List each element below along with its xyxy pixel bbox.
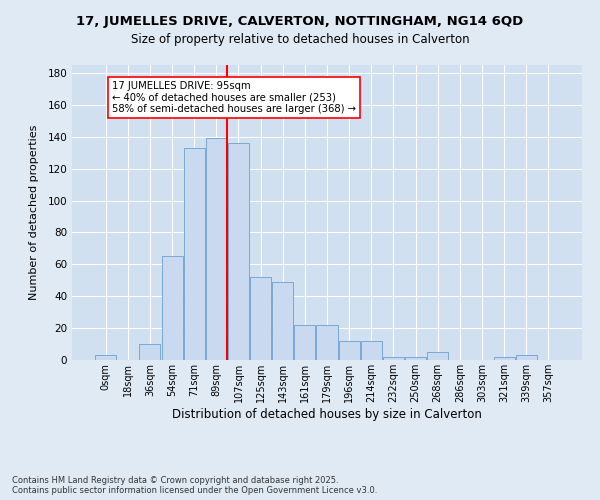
Bar: [161, 256, 182, 360]
Bar: [184, 148, 205, 360]
Bar: [427, 352, 448, 360]
Bar: [139, 344, 160, 360]
Text: Size of property relative to detached houses in Calverton: Size of property relative to detached ho…: [131, 32, 469, 46]
Bar: [250, 277, 271, 360]
Bar: [494, 357, 515, 360]
Bar: [272, 282, 293, 360]
Y-axis label: Number of detached properties: Number of detached properties: [29, 125, 39, 300]
Bar: [228, 143, 249, 360]
Bar: [295, 325, 316, 360]
Bar: [338, 341, 359, 360]
Bar: [206, 138, 227, 360]
Text: Contains HM Land Registry data © Crown copyright and database right 2025.
Contai: Contains HM Land Registry data © Crown c…: [12, 476, 377, 495]
Text: 17, JUMELLES DRIVE, CALVERTON, NOTTINGHAM, NG14 6QD: 17, JUMELLES DRIVE, CALVERTON, NOTTINGHA…: [76, 15, 524, 28]
Bar: [383, 357, 404, 360]
Bar: [95, 355, 116, 360]
Bar: [361, 341, 382, 360]
Text: 17 JUMELLES DRIVE: 95sqm
← 40% of detached houses are smaller (253)
58% of semi-: 17 JUMELLES DRIVE: 95sqm ← 40% of detach…: [112, 81, 356, 114]
Bar: [515, 355, 536, 360]
X-axis label: Distribution of detached houses by size in Calverton: Distribution of detached houses by size …: [172, 408, 482, 420]
Bar: [316, 325, 338, 360]
Bar: [405, 357, 426, 360]
